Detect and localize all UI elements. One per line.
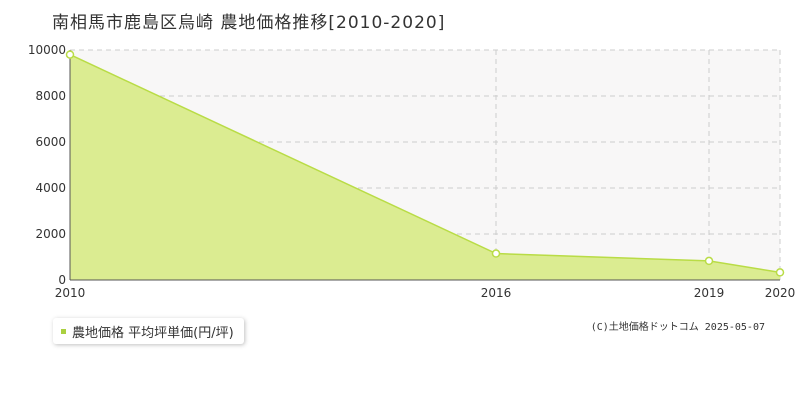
- data-point: [65, 50, 75, 59]
- chart-title: 南相馬市鹿島区烏崎 農地価格推移[2010-2020]: [52, 13, 446, 33]
- x-tick-label: 2020: [765, 286, 796, 300]
- y-tick-label: 0: [58, 273, 66, 287]
- data-point: [704, 256, 714, 266]
- series-line: [69, 53, 781, 274]
- y-tick-label: 8000: [35, 89, 66, 103]
- legend-swatch: [61, 328, 66, 334]
- y-tick-label: 10000: [28, 43, 66, 57]
- x-axis-ticks: 2010 2016 2019 2020: [55, 286, 796, 300]
- data-points: [65, 50, 785, 277]
- legend: 農地価格 平均坪単価(円/坪): [53, 318, 244, 344]
- x-tick-label: 2019: [694, 286, 725, 300]
- x-tick-label: 2010: [55, 286, 86, 300]
- y-axis-ticks: 0 2000 4000 6000 8000 10000: [28, 43, 66, 287]
- data-point: [491, 249, 501, 258]
- x-tick-label: 2016: [481, 286, 512, 300]
- legend-label: 農地価格 平均坪単価(円/坪): [72, 325, 234, 341]
- copyright-text: (C)土地価格ドットコム 2025-05-07: [590, 322, 765, 333]
- y-tick-label: 2000: [35, 227, 66, 241]
- axes: [69, 50, 780, 281]
- series-area: [70, 54, 780, 280]
- data-point: [775, 268, 785, 277]
- y-tick-label: 6000: [35, 135, 66, 149]
- y-tick-label: 4000: [35, 181, 66, 195]
